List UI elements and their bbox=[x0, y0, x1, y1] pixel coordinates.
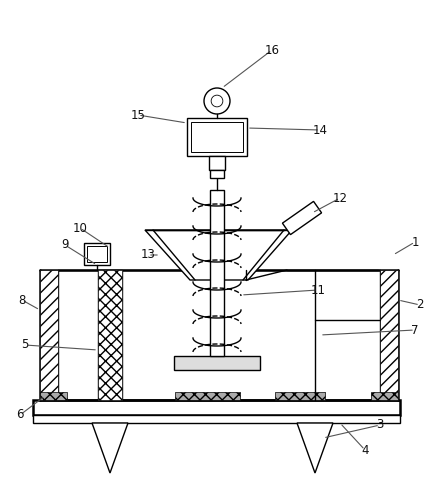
Text: 7: 7 bbox=[411, 323, 419, 337]
Bar bbox=[209, 156, 225, 170]
Text: 9: 9 bbox=[61, 238, 69, 252]
Text: 5: 5 bbox=[21, 339, 28, 352]
Bar bbox=[191, 122, 243, 152]
Text: 12: 12 bbox=[332, 192, 347, 205]
Bar bbox=[210, 170, 224, 178]
Text: 8: 8 bbox=[18, 293, 26, 306]
Text: 11: 11 bbox=[311, 284, 325, 296]
Text: 1: 1 bbox=[411, 235, 419, 248]
Polygon shape bbox=[283, 201, 321, 234]
Bar bbox=[84, 243, 110, 265]
Bar bbox=[33, 415, 400, 423]
Text: 3: 3 bbox=[376, 418, 384, 432]
Bar bbox=[380, 270, 398, 400]
Polygon shape bbox=[92, 423, 128, 473]
Text: 6: 6 bbox=[16, 408, 24, 422]
Bar bbox=[40, 270, 58, 400]
Text: 4: 4 bbox=[361, 444, 369, 457]
Text: 2: 2 bbox=[416, 298, 424, 311]
Bar bbox=[187, 118, 247, 156]
Bar bbox=[98, 270, 122, 400]
Bar bbox=[275, 392, 325, 400]
Bar bbox=[175, 392, 240, 400]
Text: 15: 15 bbox=[131, 109, 145, 122]
Bar bbox=[210, 190, 224, 356]
Bar bbox=[98, 270, 122, 400]
Polygon shape bbox=[145, 230, 292, 280]
Text: 10: 10 bbox=[73, 221, 88, 234]
Text: 13: 13 bbox=[141, 248, 155, 262]
Bar bbox=[371, 392, 398, 400]
Bar bbox=[174, 356, 260, 370]
Text: 14: 14 bbox=[312, 124, 328, 136]
Bar bbox=[87, 246, 107, 262]
Polygon shape bbox=[297, 423, 333, 473]
Bar bbox=[40, 392, 67, 400]
Text: 16: 16 bbox=[265, 43, 279, 56]
Bar bbox=[33, 400, 400, 415]
